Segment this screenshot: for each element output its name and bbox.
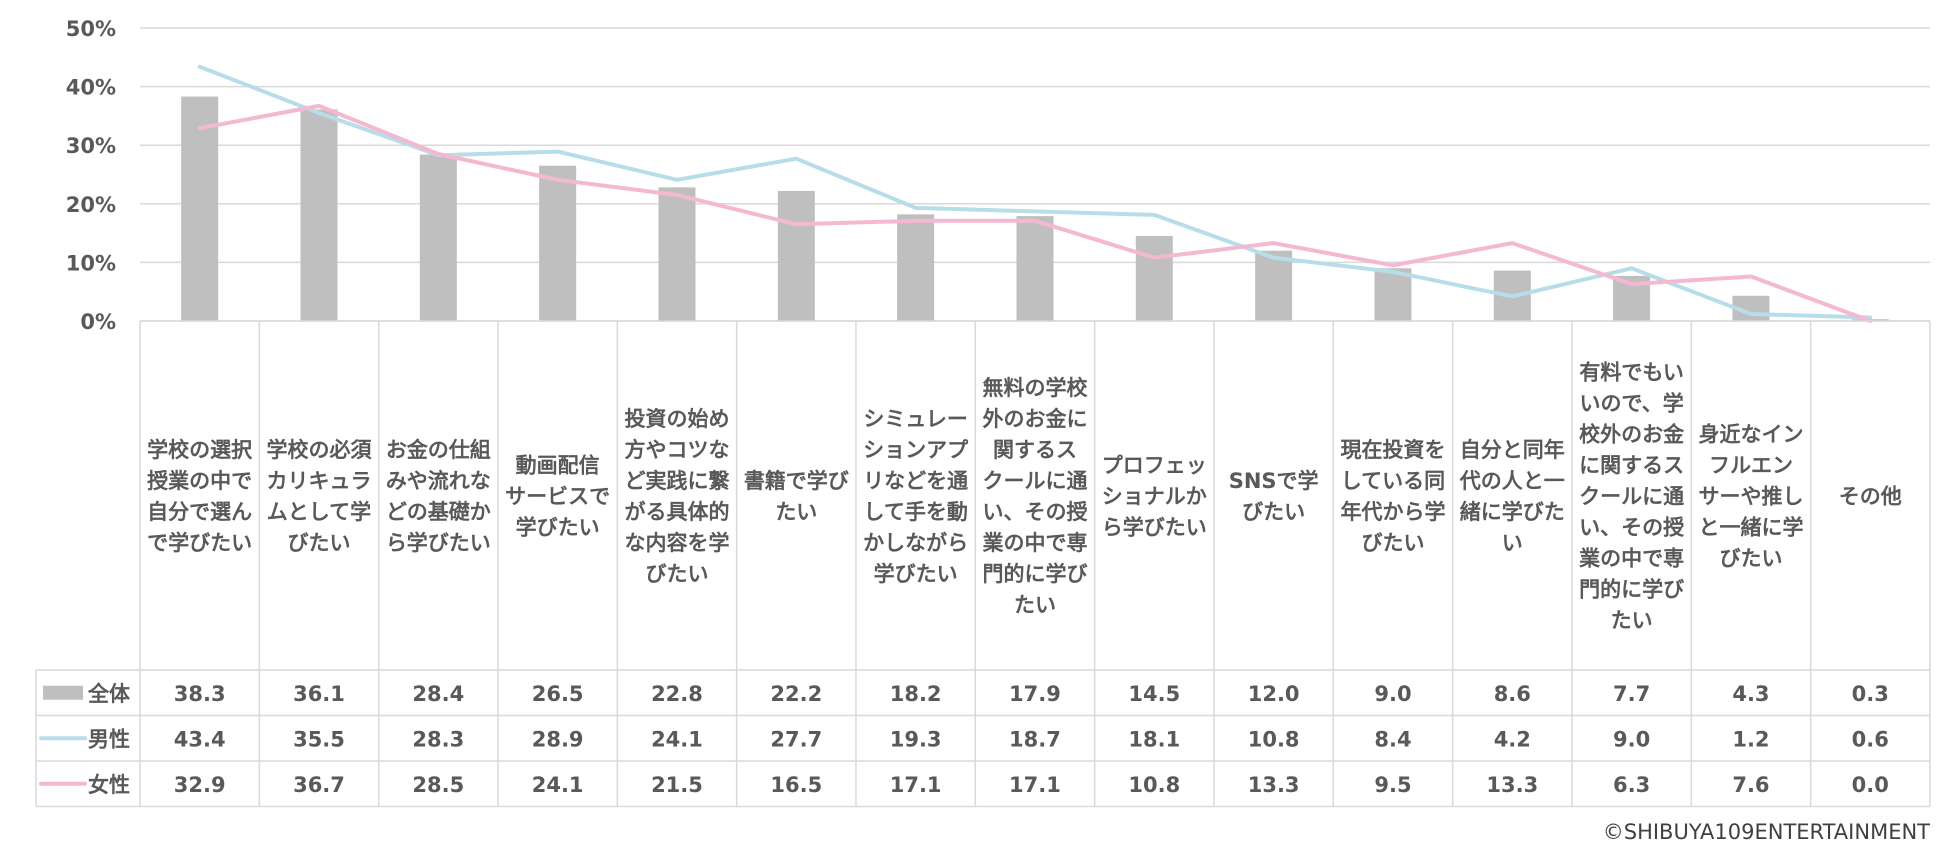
category-label: 学校の必須カリキュラムとして学びたい [266,438,372,555]
category-label: 有料でもいいので、学校外のお金に関するスクールに通い、その授業の中で専門的に学び… [1579,360,1685,632]
data-table-value: 19.3 [890,727,942,751]
data-table-value: 27.7 [770,727,822,751]
data-table-value: 4.3 [1732,682,1769,706]
copyright-text: ©SHIBUYA109ENTERTAINMENT [1602,820,1930,844]
category-label: お金の仕組みや流れなどの基礎から学びたい [386,438,491,555]
data-table-value: 1.2 [1732,727,1769,751]
data-table-value: 0.3 [1852,682,1889,706]
data-table-value: 22.8 [651,682,703,706]
series-line [197,64,1873,320]
data-table-value: 32.9 [174,773,226,797]
data-table-value: 28.3 [412,727,464,751]
bar [897,214,935,321]
y-tick-label: 10% [66,251,116,275]
data-table-value: 10.8 [1248,727,1300,751]
data-table-value: 4.2 [1494,727,1531,751]
category-label: 身近なインフルエンサーや推しと一緒に学びたい [1698,422,1803,570]
bar [539,165,577,321]
data-table-value: 12.0 [1248,682,1300,706]
category-label: 自分と同年代の人と一緒に学びたい [1459,438,1565,555]
data-table-value: 36.1 [293,682,345,706]
data-table-value: 17.9 [1009,682,1061,706]
category-label: SNSで学びたい [1229,469,1319,524]
data-table-value: 35.5 [293,727,345,751]
y-tick-label: 30% [66,134,116,158]
data-table-value: 18.2 [890,682,942,706]
data-table-value: 28.9 [532,727,584,751]
bar [300,109,338,321]
data-table-value: 16.5 [770,773,822,797]
data-table-value: 24.1 [532,773,584,797]
data-table-value: 8.6 [1494,682,1531,706]
data-table-value: 9.0 [1613,727,1650,751]
data-table-value: 24.1 [651,727,703,751]
legend-label: 女性 [88,773,130,797]
category-label: 無料の学校外のお金に関するスクールに通い、その授業の中で専門的に学びたい [982,376,1088,617]
data-table-value: 17.1 [890,773,942,797]
data-table-value: 17.1 [1009,773,1061,797]
data-table-value: 8.4 [1374,727,1411,751]
data-table-value: 0.0 [1852,773,1889,797]
data-table-value: 28.5 [412,773,464,797]
category-label: その他 [1839,484,1902,508]
bar [181,96,219,321]
y-tick-label: 50% [66,17,116,41]
legend-label: 全体 [87,682,131,706]
bar [777,190,815,321]
y-tick-label: 0% [80,310,116,334]
data-table-value: 7.6 [1732,773,1769,797]
category-label: 投資の始め方やコツなど実践に繋がる具体的な内容を学びたい [624,407,730,586]
bar [1255,250,1293,321]
data-table-value: 26.5 [532,682,584,706]
category-label: シミュレーションアプリなどを通して手を動かしながら学びたい [863,407,969,586]
bar [419,154,457,321]
category-label: プロフェッショナルから学びたい [1102,453,1207,539]
data-table-value: 6.3 [1613,773,1650,797]
legend-key-bar [43,685,83,700]
data-table-value: 9.5 [1374,773,1411,797]
series-line [197,103,1873,323]
legend-label: 男性 [88,727,130,751]
data-table-value: 22.2 [770,682,822,706]
category-label: 現在投資をしている同年代から学びたい [1340,438,1445,555]
category-label: 書籍で学びたい [744,469,849,524]
category-label: 動画配信サービスで学びたい [505,453,610,539]
category-label: 学校の選択授業の中で自分で選んで学びたい [147,438,253,555]
data-table-value: 13.3 [1248,773,1300,797]
bar [1016,216,1054,321]
y-tick-label: 40% [66,76,116,100]
data-table-value: 18.1 [1128,727,1180,751]
bar [1135,236,1173,321]
data-table-value: 14.5 [1128,682,1180,706]
data-table-value: 36.7 [293,773,345,797]
data-table-value: 43.4 [174,727,226,751]
data-table-value: 18.7 [1009,727,1061,751]
bar [1374,268,1412,321]
data-table-value: 28.4 [412,682,464,706]
data-table-value: 38.3 [174,682,226,706]
data-table-value: 13.3 [1486,773,1538,797]
data-table-value: 10.8 [1128,773,1180,797]
data-table-value: 9.0 [1374,682,1411,706]
data-table-value: 0.6 [1852,727,1889,751]
y-tick-label: 20% [66,193,116,217]
bar [658,187,696,321]
data-table-value: 7.7 [1613,682,1650,706]
data-table-value: 21.5 [651,773,703,797]
